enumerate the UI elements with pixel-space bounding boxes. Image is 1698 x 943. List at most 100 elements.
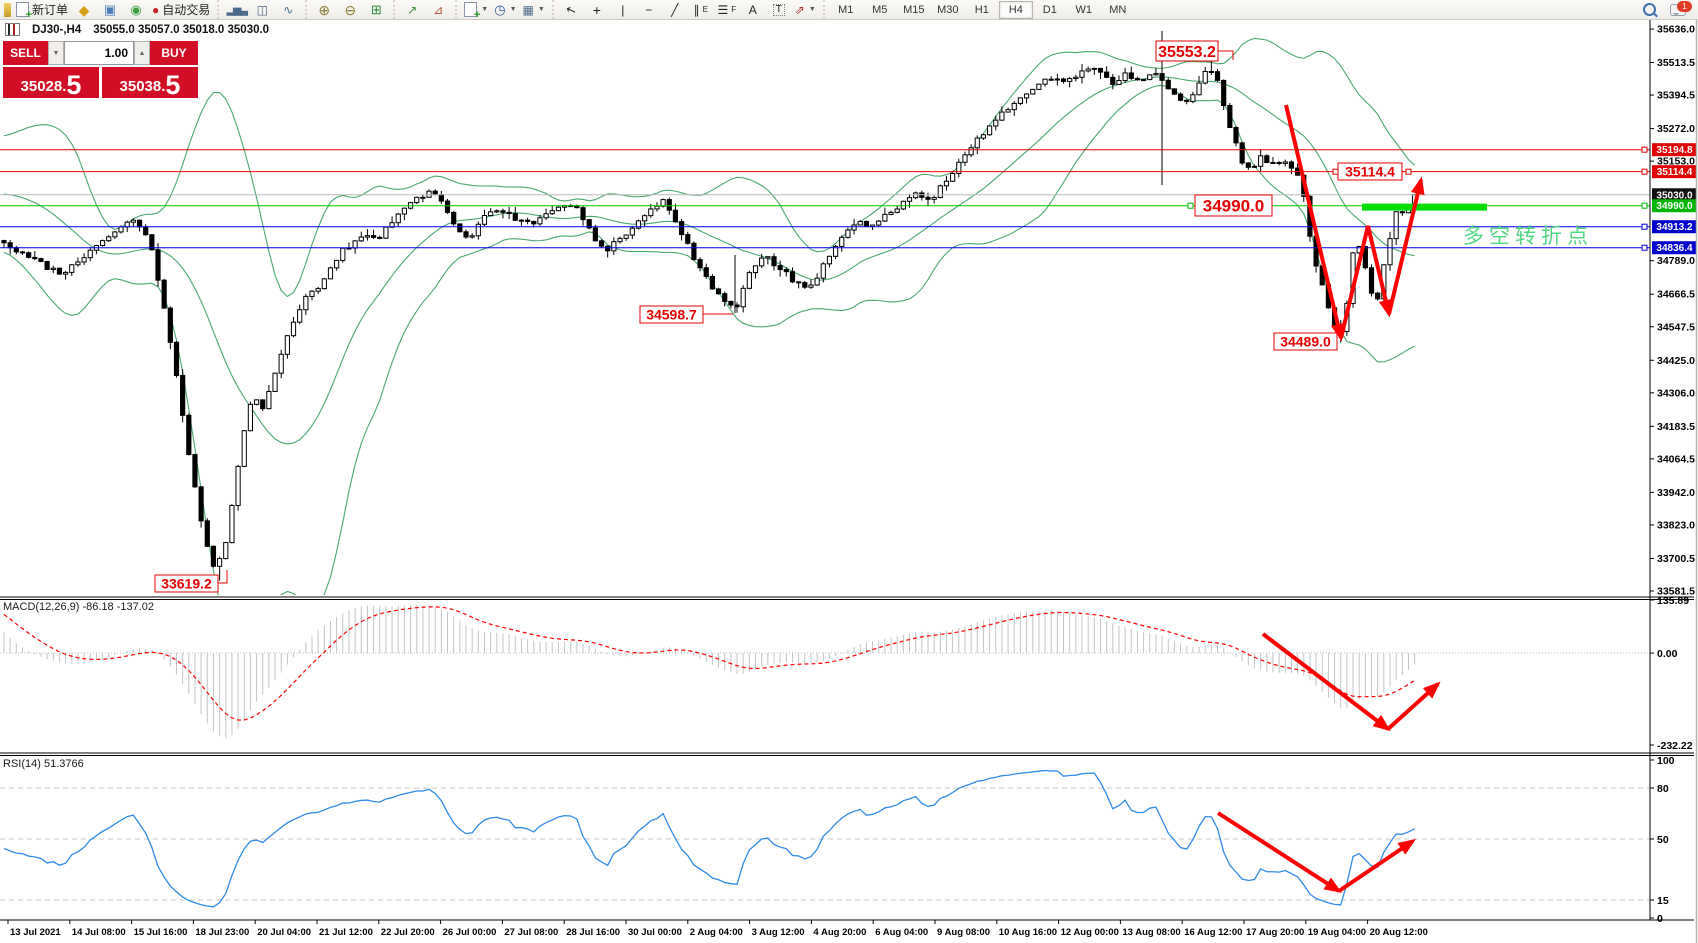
objects-list-icon[interactable]: ⊿ (433, 2, 444, 17)
svg-text:33942.0: 33942.0 (1657, 487, 1695, 499)
arrows-tool-icon[interactable]: ⇗ ▼ (794, 2, 816, 17)
search-icon[interactable] (1643, 3, 1656, 16)
crosshair-tool-icon[interactable]: + (592, 1, 601, 18)
autotrading-button[interactable]: ● 自动交易 (152, 2, 211, 17)
macd-pane[interactable] (3, 605, 1416, 738)
fibonacci-tool-icon[interactable]: ☰ F (717, 2, 737, 17)
trend-arrow-main[interactable] (1339, 225, 1393, 339)
signals-icon[interactable]: ◉ (130, 2, 142, 17)
chat-icon[interactable]: 1 (1670, 0, 1692, 16)
toolbar-group-insert: + ▼ ◷ ▼ ▦ ▼ (455, 0, 552, 21)
zoom-in-icon[interactable]: ⊕ (318, 1, 331, 18)
svg-text:26 Jul 00:00: 26 Jul 00:00 (443, 927, 497, 938)
timeframe-button-H1[interactable]: H1 (974, 3, 989, 16)
svg-text:6 Aug 04:00: 6 Aug 04:00 (875, 927, 928, 938)
buy-price-block[interactable]: 35038. 5 (102, 67, 198, 99)
zoom-out-icon[interactable]: ⊖ (344, 1, 357, 18)
bar-chart-icon[interactable]: ▂▅▃ (226, 4, 248, 16)
label-33619[interactable]: 33619.2 (154, 574, 219, 593)
cn-note-turning-point[interactable]: 多空转折点 (1463, 225, 1593, 248)
svg-text:35114.4: 35114.4 (1345, 164, 1395, 180)
svg-text:15 Jul 16:00: 15 Jul 16:00 (134, 927, 188, 938)
template-icon: ▦ (522, 2, 534, 17)
volume-increase-button[interactable]: ▲ (134, 41, 150, 65)
trendline-tool-icon[interactable]: ╱ (671, 2, 679, 17)
metaeditor-icon[interactable]: ▣ (103, 2, 117, 17)
timeframe-button-H4[interactable]: H4 (998, 0, 1033, 19)
svg-text:13 Jul 2021: 13 Jul 2021 (10, 927, 61, 938)
svg-text:3 Aug 12:00: 3 Aug 12:00 (752, 927, 805, 938)
timeframe-button-M5[interactable]: M5 (872, 3, 888, 16)
label-34489[interactable]: 34489.0 (1273, 332, 1338, 351)
rsi-line (3, 769, 1415, 908)
rsi-pane[interactable] (3, 769, 1415, 908)
timeframe-button-M15[interactable]: M15 (903, 3, 925, 16)
trend-arrow-macd[interactable] (1261, 632, 1391, 732)
candlestick-chart-icon[interactable]: ◫ (256, 2, 268, 17)
svg-text:33619.2: 33619.2 (161, 576, 212, 592)
time-axis[interactable]: 13 Jul 2021 14 Jul 08:00 15 Jul 16:00 18 Ju… (7, 920, 1428, 938)
trend-arrow-main[interactable] (1387, 176, 1425, 315)
line-handle[interactable] (1332, 168, 1339, 175)
label-34990[interactable]: 34990.0 (1194, 194, 1273, 217)
clipped-icon (4, 2, 11, 17)
channel-tool-icon[interactable]: ∥ E (693, 2, 708, 17)
text-tool-icon[interactable]: A (748, 2, 757, 17)
periods-dropdown-icon[interactable]: ▼ (509, 6, 517, 13)
vertical-line-tool-icon[interactable]: | (621, 2, 625, 17)
svg-text:9 Aug 08:00: 9 Aug 08:00 (937, 927, 990, 938)
templates-dropdown-icon[interactable]: ▼ (537, 6, 545, 13)
svg-text:20 Aug 12:00: 20 Aug 12:00 (1370, 927, 1428, 938)
svg-text:0.00: 0.00 (1657, 648, 1678, 660)
trend-arrow-macd[interactable] (1386, 681, 1441, 731)
label-35114[interactable]: 35114.4 (1337, 162, 1403, 181)
trend-arrow-main[interactable] (1284, 104, 1345, 342)
timeframe-button-W1[interactable]: W1 (1075, 3, 1093, 16)
annotation-connector (218, 570, 228, 584)
svg-text:80: 80 (1657, 783, 1669, 795)
trend-arrow-rsi[interactable] (1216, 811, 1342, 893)
label-35553[interactable]: 35553.2 (1155, 40, 1219, 62)
line-handle[interactable] (1641, 202, 1648, 209)
volume-decrease-button[interactable]: ▼ (48, 41, 64, 65)
main-chart-pane[interactable] (1, 31, 1418, 645)
sell-price-fraction: 5 (66, 70, 82, 101)
timeframe-button-D1[interactable]: D1 (1042, 3, 1057, 16)
price-badge-34836.4: 34836.4 (1656, 243, 1693, 254)
chart-ohlc-values: 35055.0 35057.0 35018.0 35030.0 (93, 23, 270, 36)
cursor-tool-icon[interactable]: ↖ (563, 1, 578, 18)
tile-windows-icon[interactable]: ⊞ (370, 2, 382, 17)
label-34598[interactable]: 34598.7 (639, 305, 704, 324)
arrows-dropdown-icon[interactable]: ▼ (808, 6, 816, 13)
line-handle[interactable] (1641, 146, 1648, 153)
metaquotes-icon[interactable]: ◆ (78, 1, 90, 18)
timeframe-button-M1[interactable]: M1 (838, 3, 854, 16)
add-indicator-button[interactable]: + ▼ (461, 1, 491, 21)
timeframe-button-M30[interactable]: M30 (937, 3, 959, 16)
candles (1, 51, 1418, 581)
svg-text:35636.0: 35636.0 (1657, 24, 1695, 36)
text-label-tool-icon[interactable]: T (766, 1, 792, 18)
price-axis[interactable]: 35636.0 35513.5 35394.5 35272.0 35153.0 34789… (1650, 24, 1697, 926)
line-chart-icon[interactable]: ∿ (283, 2, 294, 17)
indicators-list-icon[interactable]: ↗ (407, 2, 418, 17)
line-handle[interactable] (1405, 168, 1412, 175)
periods-clock-button[interactable]: ◷ ▼ (491, 1, 519, 18)
rsi-label: RSI(14) 51.3766 (3, 758, 84, 770)
trend-arrow-rsi[interactable] (1337, 839, 1416, 893)
templates-button[interactable]: ▦ ▼ (520, 1, 548, 18)
timeframe-button-MN[interactable]: MN (1109, 3, 1127, 16)
line-handle[interactable] (1641, 244, 1648, 251)
sell-price-block[interactable]: 35028. 5 (3, 67, 99, 101)
line-handle[interactable] (1641, 223, 1648, 230)
buy-button[interactable]: BUY (150, 41, 198, 65)
svg-text:-232.22: -232.22 (1657, 740, 1693, 752)
volume-input[interactable]: 1.00 (64, 41, 134, 65)
add-indicator-dropdown-icon[interactable]: ▼ (481, 6, 489, 13)
horizontal-line-tool-icon[interactable]: − (645, 2, 653, 17)
line-handle[interactable] (1187, 202, 1194, 209)
line-handle[interactable] (1641, 168, 1648, 175)
new-order-button[interactable]: + 新订单 (13, 1, 71, 21)
sell-button[interactable]: SELL (3, 41, 48, 65)
